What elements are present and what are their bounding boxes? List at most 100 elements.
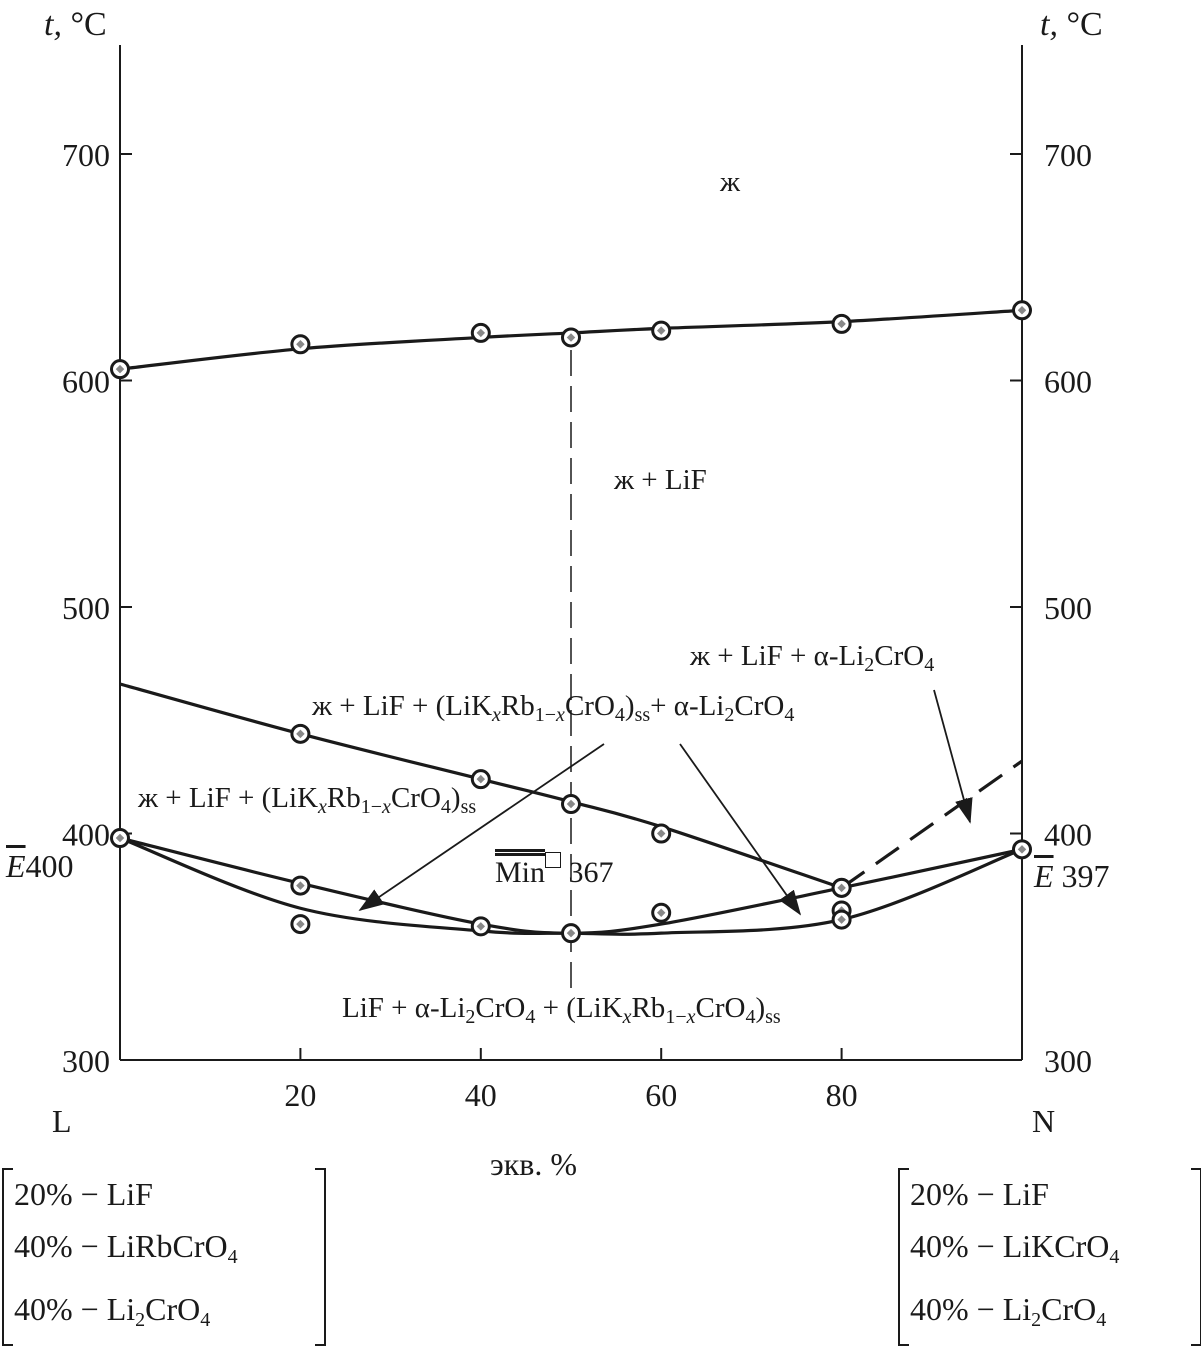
label-segment: x [382,796,391,818]
label-segment: CrO [1041,1291,1097,1327]
series-dashed-extension [840,759,1023,890]
label-segment: CrO [475,992,526,1024]
label-segment: 4 [1096,1309,1107,1331]
label-segment: Rb [631,992,666,1024]
label-segment: x [686,1006,696,1028]
label-segment: ss [765,1006,781,1028]
region-liquid-lif-ss-li2cro4: ж + LiF + (LiKxRb1−xCrO4)ss+ α-Li2CrO4 [312,690,795,726]
label-segment: 2 [1031,1309,1042,1331]
label-segment: ж + LiF + (LiK [312,690,493,722]
label-segment: + α-Li [650,690,725,722]
composition-line: 40% − Li2CrO4 [14,1283,314,1346]
label-segment: 4 [525,1006,536,1028]
x-end-left: L [52,1103,72,1139]
data-point-marker [476,328,486,338]
label-segment: Rb [326,782,361,814]
region-liquid-lif: ж + LiF [614,466,707,495]
label-segment: Rb [500,690,535,722]
composition-line: 40% − Li2CrO4 [910,1283,1190,1346]
label-segment: 4 [924,654,935,676]
label-segment: CrO [564,690,615,722]
label-segment: 4 [784,704,795,726]
label-segment: 2 [135,1309,146,1331]
data-point-marker [837,883,846,893]
data-point-marker [566,928,576,938]
data-point-marker [566,799,576,809]
label-segment: x [556,704,565,726]
label-segment: x [492,704,501,726]
label-segment: + (LiK [535,992,623,1024]
label-segment: 20% − LiF [910,1176,1049,1212]
region-liquid: ж [720,168,740,197]
label-segment: ) [624,690,635,722]
x-end-right: N [1032,1103,1056,1139]
data-point-marker [837,319,846,329]
region-liquid-lif-li2cro4: ж + LiF + α-Li2CrO4 [690,640,935,676]
composition-line: 40% − LiRbCrO4 [14,1220,314,1283]
label-segment: 40% − LiRbCrO [14,1228,228,1264]
label-segment: 40% − LiKCrO [910,1228,1110,1264]
label-segment: 4 [745,1006,756,1028]
y-tick-label-right: 400 [1044,817,1092,853]
x-tick-label: 80 [826,1077,858,1113]
eutectic-left-label: E400 [6,850,74,882]
data-point-marker [1017,845,1027,854]
leader-arrow [358,743,605,912]
eutectic-left-value: 400 [25,848,74,884]
label-segment: x [318,796,327,818]
label-segment: ж + LiF + (LiK [138,782,319,814]
composition-line: 40% − LiKCrO4 [910,1220,1190,1283]
label-segment: ) [450,782,461,814]
data-point-marker [476,922,486,931]
data-point-marker [296,729,305,739]
series-secondary-crystallization [119,682,843,890]
data-point-marker [656,908,666,918]
y-axis-label-left: t, °C [44,6,107,43]
y-tick-label-left: 700 [62,137,110,173]
y-tick-label-right: 600 [1044,364,1092,400]
x-tick-label: 40 [465,1077,497,1113]
data-point-marker [296,881,305,890]
label-segment: ж [720,166,741,198]
x-tick-label: 20 [284,1077,316,1113]
eutectic-right-value: 397 [1061,858,1110,894]
y-tick-label-left: 600 [62,364,110,400]
label-segment: ss [460,796,477,818]
min-square-icon [545,852,562,868]
min-value: 367 [568,856,614,889]
y-tick-label-left: 300 [62,1043,110,1079]
label-segment: ss [634,704,651,726]
label-segment: ) [755,992,766,1024]
label-segment: 1− [665,1006,687,1028]
min-label: Min 367 [495,852,614,888]
y-tick-label-left: 400 [62,817,110,853]
label-segment: 4 [227,1246,238,1268]
label-segment: x [622,1006,632,1028]
eutectic-left-symbol: E [6,848,26,884]
data-point-marker [296,919,305,929]
label-segment: 2 [465,1006,476,1028]
y-axis-label-right: t, °C [1040,6,1103,43]
label-segment: LiF + α-Li [342,992,466,1024]
composition-right: 20% − LiF 40% − LiKCrO4 40% − Li2CrO4 [898,1168,1201,1346]
composition-left: 20% − LiF 40% − LiRbCrO4 40% − Li2CrO4 [2,1168,326,1346]
label-segment: 4 [200,1309,211,1331]
leader-arrow [933,689,973,824]
region-liquid-lif-ss: ж + LiF + (LiKxRb1−xCrO4)ss [138,782,477,818]
composition-line: 20% − LiF [14,1168,314,1220]
y-tick-label-right: 700 [1044,137,1092,173]
label-segment: ж + LiF + α-Li [690,640,865,672]
label-segment: 2 [724,704,735,726]
data-point-marker [656,829,666,838]
label-segment: 1− [534,704,557,726]
label-segment: CrO [695,992,746,1024]
label-segment: ж + LiF [614,464,707,496]
label-segment: 20% − LiF [14,1176,153,1212]
label-segment: 4 [440,796,451,818]
data-point-marker [1017,306,1027,315]
x-axis-label: экв. % [490,1146,578,1182]
data-point-marker [476,774,486,784]
data-point-marker [566,333,576,342]
